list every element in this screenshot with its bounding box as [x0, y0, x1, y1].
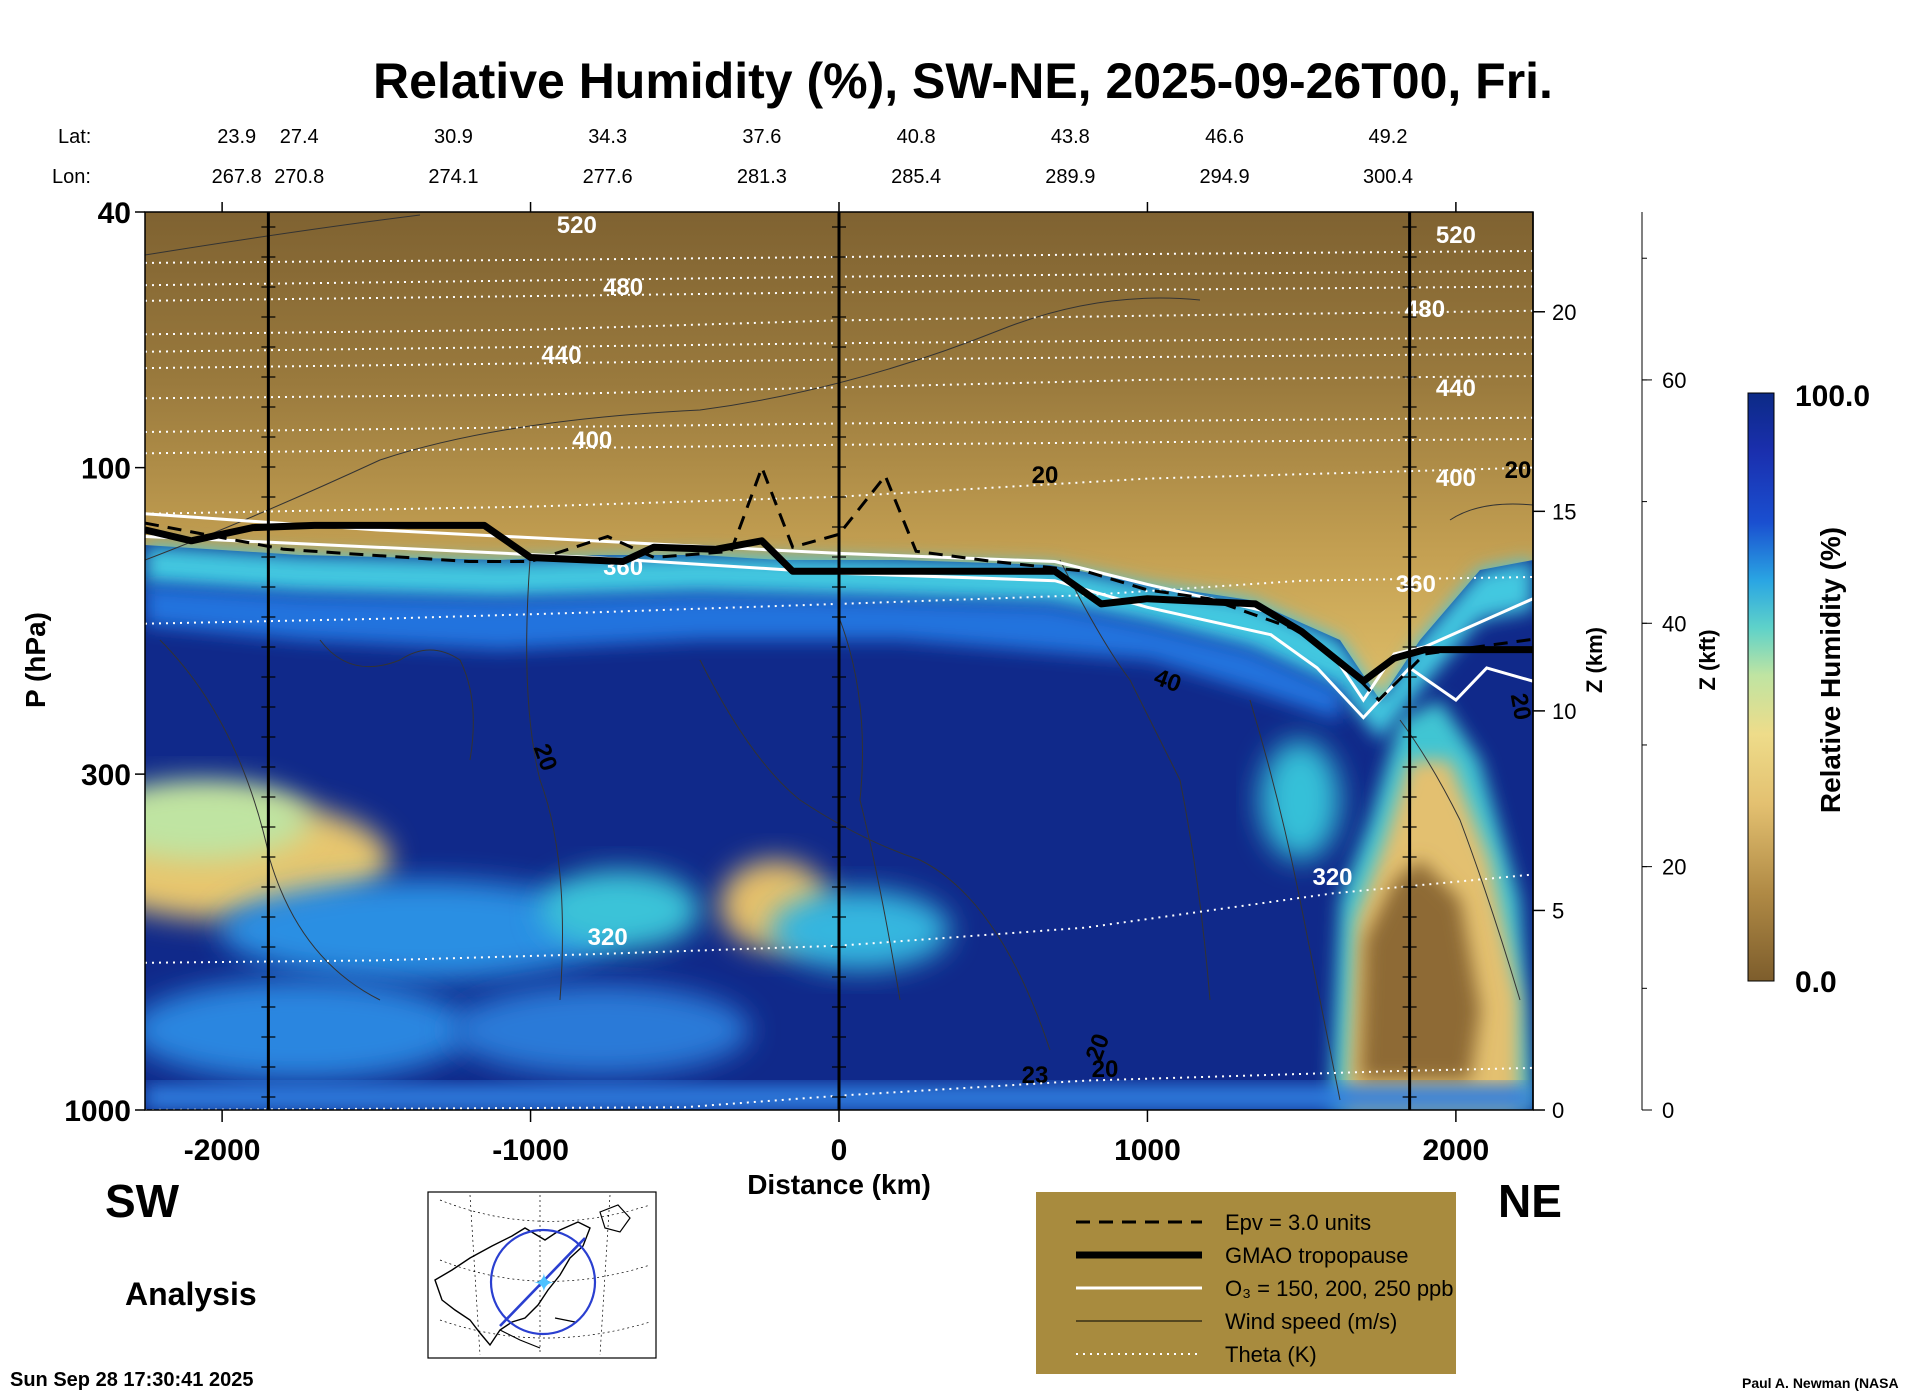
z-kft-axis: 0 20 40 60: [1641, 212, 1686, 1123]
lon-value: 277.6: [583, 166, 633, 188]
lat-value: 23.9: [217, 126, 256, 148]
wind-speed-contour: [159, 639, 381, 1001]
lat-value: 49.2: [1369, 126, 1408, 148]
theta-label: 400: [1436, 465, 1476, 492]
lon-value: 281.3: [737, 166, 787, 188]
wind-speed-label: 20: [1092, 1056, 1119, 1083]
lon-value: 294.9: [1200, 166, 1250, 188]
colorbar-title: Relative Humidity (%): [1815, 527, 1846, 813]
lon-value: 285.4: [891, 166, 941, 188]
theta-label: 440: [541, 342, 581, 369]
inset-map: ✦: [427, 1191, 657, 1359]
lon-value: 267.8: [212, 166, 262, 188]
lat-value: 37.6: [742, 126, 781, 148]
lat-value: 27.4: [280, 126, 319, 148]
y-tick-label: 1000: [64, 1095, 131, 1128]
wind-speed-contour: [145, 297, 1201, 561]
colorbar-max-label: 100.0: [1795, 380, 1870, 413]
theta-label: 320: [1312, 864, 1352, 891]
overlay-lines: 2020402020202320320320360360400400440440…: [145, 212, 1536, 1110]
wind-speed-contour: [1449, 503, 1533, 521]
credit: Paul A. Newman (NASA: [1742, 1375, 1899, 1391]
sw-label: SW: [105, 1175, 180, 1227]
lon-value: 289.9: [1045, 166, 1095, 188]
x-tick-label: 0: [831, 1134, 848, 1167]
z-kft-tick-label: 0: [1662, 1098, 1674, 1123]
x-tick-label: -2000: [184, 1134, 261, 1167]
rh-field: [145, 212, 1533, 1110]
lat-lon-values: 23.9 267.8 27.4 270.8 30.9 274.1 34.3 277.6 37.6…: [212, 126, 1413, 188]
colorbar-min-label: 0.0: [1795, 966, 1837, 999]
legend-label: Epv = 3.0 units: [1225, 1210, 1371, 1235]
wind-speed-contour: [145, 214, 421, 256]
lon-label: Lon:: [52, 166, 91, 188]
theta-label: 480: [1405, 296, 1445, 323]
theta-contour: [145, 1066, 1533, 1110]
theta-label: 520: [1436, 222, 1476, 249]
legend-label: Wind speed (m/s): [1225, 1309, 1397, 1334]
wind-speed-contour: [1249, 699, 1341, 1101]
z-kft-tick-label: 40: [1662, 611, 1686, 636]
lat-value: 34.3: [588, 126, 627, 148]
x-axis: -2000 -1000 0 1000 2000: [184, 202, 1490, 1167]
legend: Epv = 3.0 units GMAO tropopause O₃ = 150, …: [1036, 1192, 1456, 1374]
ne-label: NE: [1498, 1175, 1562, 1227]
y-tick-label: 100: [81, 453, 131, 486]
lon-value: 300.4: [1363, 166, 1413, 188]
y-axis-title: P (hPa): [20, 612, 51, 708]
svg-text:✦: ✦: [533, 1269, 555, 1299]
wind-speed-contour: [1399, 719, 1521, 1001]
z-kft-tick-label: 20: [1662, 855, 1686, 880]
z-km-title: Z (km): [1582, 627, 1607, 693]
wind-speed-label: 20: [1032, 462, 1059, 489]
y-tick-label: 300: [81, 759, 131, 792]
legend-label: GMAO tropopause: [1225, 1243, 1408, 1268]
theta-label: 480: [603, 274, 643, 301]
colorbar: [1747, 392, 1775, 982]
lat-label: Lat:: [58, 126, 91, 148]
z-km-tick-label: 10: [1552, 699, 1576, 724]
wind-speed-label: 20: [1505, 691, 1536, 722]
lat-value: 43.8: [1051, 126, 1090, 148]
theta-label: 440: [1436, 375, 1476, 402]
z-kft-title: Z (kft): [1695, 629, 1720, 690]
x-tick-label: 1000: [1114, 1134, 1181, 1167]
legend-label: Theta (K): [1225, 1342, 1317, 1367]
x-tick-label: -1000: [492, 1134, 569, 1167]
wind-speed-contour: [526, 559, 563, 1001]
lat-value: 46.6: [1205, 126, 1244, 148]
theta-label: 400: [572, 427, 612, 454]
z-kft-tick-label: 60: [1662, 368, 1686, 393]
analysis-label: Analysis: [125, 1276, 257, 1312]
lat-value: 30.9: [434, 126, 473, 148]
wind-speed-contour: [839, 619, 901, 1001]
z-km-tick-label: 0: [1552, 1098, 1564, 1123]
theta-label: 320: [588, 924, 628, 951]
z-km-tick-label: 20: [1552, 300, 1576, 325]
wind-speed-label: 20: [1505, 457, 1532, 484]
wind-speed-contour: [319, 639, 474, 761]
z-km-tick-label: 5: [1552, 898, 1564, 923]
wind-speed-contour: [1059, 559, 1211, 1001]
theta-label: 360: [1396, 571, 1436, 598]
legend-label: O₃ = 150, 200, 250 ppb: [1225, 1276, 1454, 1301]
tropopause-line: [145, 521, 1533, 685]
lon-value: 274.1: [428, 166, 478, 188]
lon-value: 270.8: [274, 166, 324, 188]
z-km-tick-label: 15: [1552, 499, 1576, 524]
chart-title: Relative Humidity (%), SW-NE, 2025-09-26…: [373, 53, 1553, 109]
theta-label: 520: [557, 212, 597, 239]
y-tick-label: 40: [98, 197, 131, 230]
timestamp: Sun Sep 28 17:30:41 2025: [10, 1369, 253, 1391]
x-tick-label: 2000: [1423, 1134, 1490, 1167]
wind-speed-label: 23: [1022, 1062, 1049, 1089]
epv-contour: [145, 463, 1533, 703]
z-km-axis: 0 5 10 15 20: [1532, 212, 1576, 1123]
wind-speed-contour: [699, 659, 1051, 1051]
lat-value: 40.8: [897, 126, 936, 148]
y-axis: 40 100 300 1000: [64, 197, 145, 1128]
x-axis-title: Distance (km): [747, 1169, 931, 1200]
